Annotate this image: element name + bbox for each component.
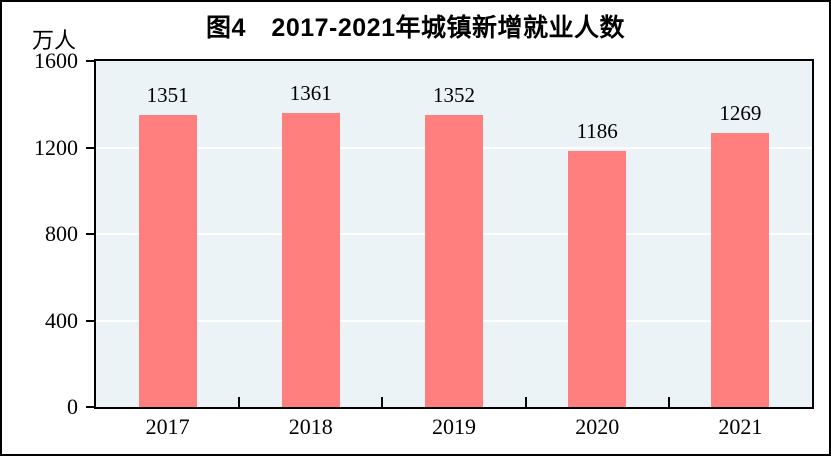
- bar-2019: [425, 114, 483, 407]
- bar-value-label-2017: 1351: [146, 82, 189, 107]
- chart-title: 图4 2017-2021年城镇新增就业人数: [206, 14, 625, 42]
- x-axis-tick: [381, 397, 384, 407]
- bar-2021: [711, 132, 770, 407]
- bar-value-label-2019: 1352: [433, 82, 475, 107]
- y-axis-tick: [86, 60, 94, 62]
- y-tick-label-800: 800: [45, 221, 78, 246]
- x-tick-label-2017: 2017: [145, 414, 190, 439]
- bar-value-label-2020: 1186: [576, 118, 618, 143]
- y-axis-tick: [86, 146, 94, 149]
- x-tick-label-2019: 2019: [432, 414, 476, 439]
- x-tick-label-2021: 2021: [718, 414, 763, 439]
- x-axis-tick: [524, 397, 527, 407]
- bar-2018: [281, 112, 340, 407]
- bar-2017: [138, 114, 197, 407]
- x-axis-tick: [667, 397, 670, 407]
- bar-value-label-2021: 1269: [719, 100, 762, 125]
- y-tick-label-1600: 1600: [34, 48, 78, 73]
- x-tick-label-2020: 2020: [575, 414, 620, 439]
- y-axis-unit-label: 万人: [32, 28, 77, 53]
- y-tick-label-1200: 1200: [34, 134, 78, 160]
- y-axis-tick: [86, 233, 94, 235]
- y-tick-label-0: 0: [67, 394, 78, 419]
- x-axis-tick: [238, 397, 241, 407]
- plot-area: 1351 1361 1352 1186 1269: [94, 59, 814, 409]
- x-tick-label-2018: 2018: [288, 414, 333, 439]
- y-tick-label-400: 400: [45, 307, 78, 333]
- y-axis-tick: [86, 406, 94, 408]
- bar-2020: [568, 150, 627, 407]
- y-axis-tick: [86, 319, 94, 322]
- bar-value-label-2018: 1361: [289, 80, 332, 105]
